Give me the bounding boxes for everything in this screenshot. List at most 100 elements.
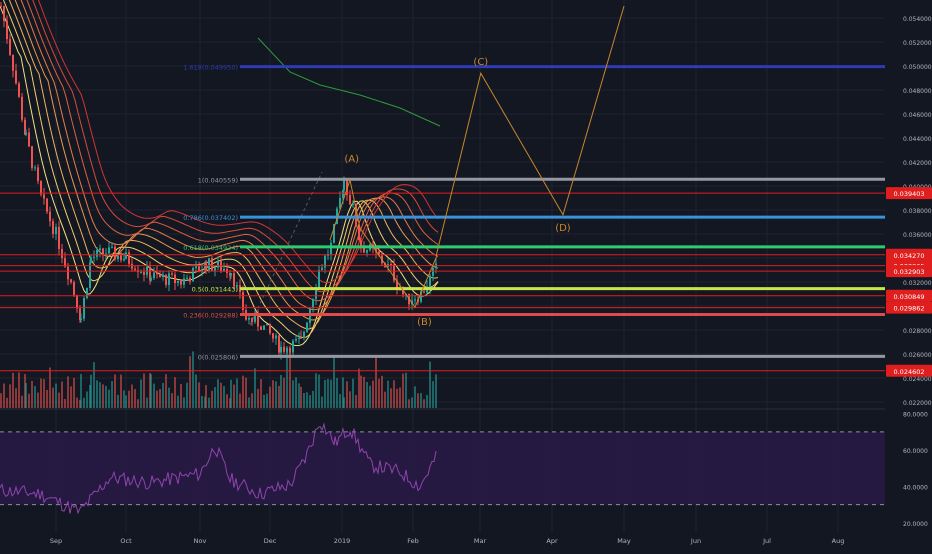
- time-tick-label: Dec: [264, 537, 277, 545]
- volume-bar: [358, 368, 360, 408]
- ma-ribbon-line: [26, 0, 439, 302]
- candle-body: [230, 273, 232, 276]
- volume-bar: [114, 374, 116, 408]
- volume-bar: [223, 386, 225, 408]
- volume-bar: [220, 382, 222, 408]
- candle-body: [25, 132, 27, 135]
- candle-body: [162, 274, 164, 277]
- candle-body: [343, 180, 345, 191]
- candle-body: [186, 277, 188, 279]
- candle-body: [43, 194, 45, 199]
- volume-bars: [0, 349, 437, 408]
- volume-bar: [387, 380, 389, 408]
- volume-bar: [283, 377, 285, 408]
- volume-bar: [34, 386, 36, 408]
- volume-bar: [171, 393, 173, 408]
- price-tick-label: 0.028000: [903, 328, 932, 335]
- volume-bar: [31, 380, 33, 408]
- candle-body: [79, 308, 81, 321]
- ma-ribbon-line: [14, 0, 439, 321]
- candle-body: [339, 197, 341, 209]
- candle-body: [360, 240, 362, 249]
- volume-bar: [432, 381, 434, 408]
- candle-body: [375, 247, 377, 252]
- candle-body: [73, 282, 75, 295]
- time-axis-bg: [0, 533, 932, 551]
- volume-bar: [375, 357, 377, 408]
- volume-bar: [43, 379, 45, 408]
- time-axis: Sep Oct Nov Dec 2019 Feb Mar Apr May Jun Jul Aug: [0, 533, 932, 551]
- candle-body: [46, 198, 48, 212]
- volume-bar: [278, 385, 280, 408]
- price-tick-label: 0.024000: [903, 376, 932, 383]
- volume-bar: [174, 377, 176, 408]
- candle-body: [108, 247, 110, 254]
- candle-body: [269, 324, 271, 334]
- volume-bar: [137, 399, 139, 408]
- time-tick-label: Mar: [474, 537, 487, 545]
- volume-bar: [312, 390, 314, 408]
- candle-body: [34, 167, 36, 169]
- volume-bar: [248, 397, 250, 408]
- candle-body: [159, 274, 161, 277]
- candle-body: [298, 337, 300, 339]
- volume-bar: [117, 394, 119, 408]
- price-tick-label: 0.044000: [903, 136, 932, 143]
- candle-body: [49, 211, 51, 222]
- volume-bar: [40, 378, 42, 408]
- volume-bar: [205, 385, 207, 408]
- candle-body: [342, 190, 344, 198]
- volume-bar: [195, 374, 197, 408]
- volume-bar: [90, 374, 92, 408]
- volume-bar: [86, 391, 88, 408]
- volume-bar: [309, 395, 311, 408]
- volume-bar: [390, 388, 392, 408]
- volume-bar: [162, 382, 164, 408]
- volume-bar: [414, 386, 416, 408]
- volume-bar: [233, 384, 235, 408]
- level-price-tag: [886, 265, 932, 278]
- candle-body: [286, 347, 288, 352]
- candle-body: [352, 204, 354, 206]
- wave-projection: [329, 5, 625, 309]
- price-tick-label: 0.054000: [903, 16, 932, 23]
- candle-body: [177, 280, 179, 283]
- volume-bar: [58, 392, 60, 408]
- volume-bar: [333, 357, 335, 408]
- level-price-label: 0.032903: [893, 268, 924, 276]
- volume-bar: [159, 389, 161, 408]
- candle-body: [283, 346, 285, 352]
- volume-bar: [280, 374, 282, 408]
- volume-bar: [292, 380, 294, 408]
- level-price-tag: [886, 187, 932, 200]
- candle-body: [0, 6, 2, 7]
- volume-bar: [269, 386, 271, 408]
- volume-bar: [251, 393, 253, 408]
- candle-body: [217, 261, 219, 268]
- time-tick-label: 2019: [334, 537, 351, 545]
- price-tick-label: 0.032000: [903, 280, 932, 287]
- volume-bar: [105, 385, 107, 408]
- candle-body: [198, 266, 200, 272]
- volume-bar: [153, 383, 155, 408]
- candle-body: [396, 280, 398, 288]
- price-tick-label: 0.046000: [903, 112, 932, 119]
- candle-body: [70, 279, 72, 283]
- volume-bar: [150, 374, 152, 408]
- candle-body: [153, 272, 155, 279]
- projection-line: [435, 5, 625, 256]
- candle-body: [402, 289, 404, 295]
- ma-ribbon-line: [32, 0, 439, 293]
- volume-bar: [423, 399, 425, 408]
- volume-bar: [369, 385, 371, 408]
- volume-bar: [55, 383, 57, 408]
- candle-body: [64, 258, 66, 267]
- candle-body: [289, 347, 291, 353]
- volume-bar: [12, 372, 14, 408]
- candle-body: [61, 248, 63, 259]
- candle-body: [180, 280, 182, 285]
- candle-body: [420, 291, 422, 302]
- candle-body: [292, 340, 294, 353]
- candle-body: [105, 253, 107, 255]
